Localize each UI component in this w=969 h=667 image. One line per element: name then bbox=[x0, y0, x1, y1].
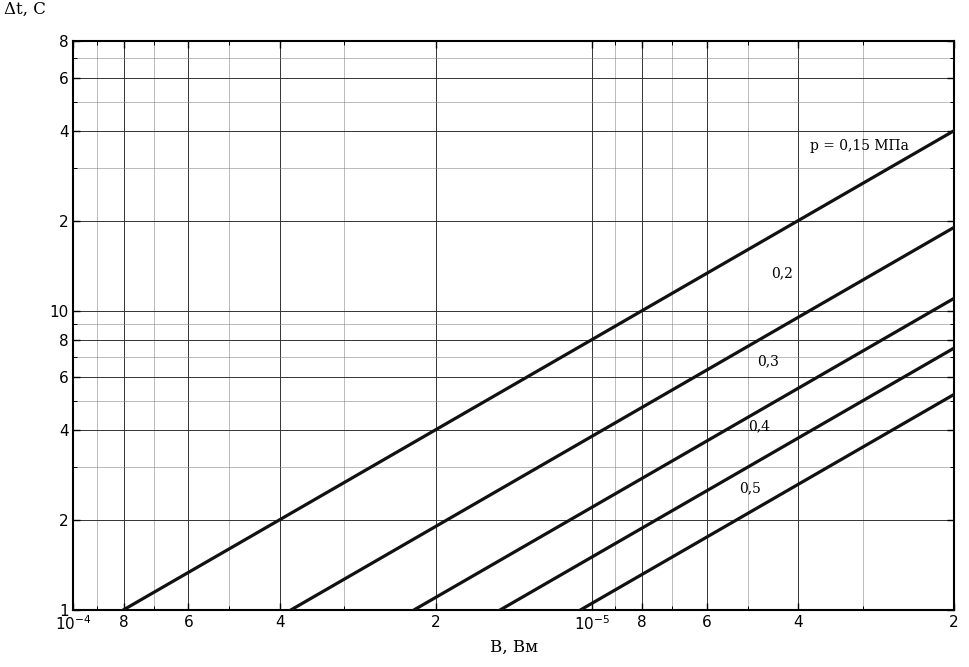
Text: 0,3: 0,3 bbox=[756, 354, 778, 368]
Text: p = 0,15 МПа: p = 0,15 МПа bbox=[809, 139, 908, 153]
Y-axis label: Δt, C: Δt, C bbox=[4, 1, 46, 18]
X-axis label: B, Вм: B, Вм bbox=[489, 639, 537, 656]
Text: 0,5: 0,5 bbox=[738, 481, 760, 495]
Text: 0,4: 0,4 bbox=[747, 419, 769, 433]
Text: 0,2: 0,2 bbox=[770, 266, 793, 280]
